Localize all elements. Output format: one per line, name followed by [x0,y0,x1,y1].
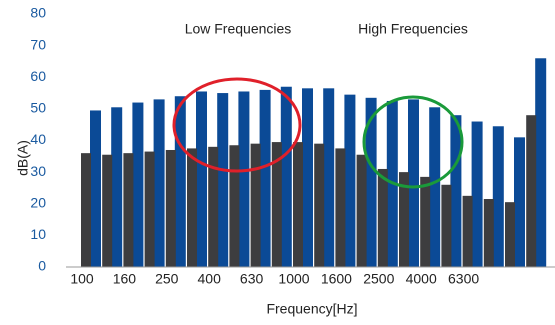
y-tick-label: 0 [38,258,46,274]
bar [492,126,504,267]
y-tick-label: 30 [30,163,46,179]
bar [399,172,409,267]
x-tick-label: 1600 [321,271,352,287]
y-tick-label: 10 [30,226,46,242]
y-tick-label: 50 [30,100,46,116]
bar [535,58,547,268]
bar [81,153,91,267]
bar [271,142,282,267]
highlight-high [362,95,464,189]
y-tick-label: 70 [30,36,46,52]
bar [250,143,261,267]
annotation-high: High Frequencies [358,21,468,37]
bar [441,184,452,267]
bar [153,99,165,267]
y-tick-label: 60 [30,68,46,84]
bar [356,154,367,267]
bar [514,137,525,267]
x-tick-label: 6300 [448,271,479,287]
bar [208,146,219,267]
annotation-low: Low Frequencies [185,21,292,37]
bar [323,88,335,267]
bar [165,149,176,267]
bar [420,176,431,267]
highlight-low [172,77,302,173]
bar [90,110,101,267]
x-tick-label: 4000 [406,271,437,287]
bar [196,91,207,267]
bar [408,99,419,267]
bar [217,93,229,267]
y-axis-label: dB(A) [15,140,31,176]
x-tick-label: 400 [198,271,222,287]
bar [471,121,483,268]
y-tick-label: 20 [30,194,46,210]
bar [377,168,388,267]
bar [102,154,113,267]
y-tick-label: 80 [30,5,46,21]
bar [450,115,462,267]
bar [111,107,123,267]
y-tick-label: 40 [30,131,46,147]
bar [302,88,313,267]
bar [526,115,537,267]
bar [132,102,144,267]
bar [462,195,473,267]
bar [238,91,250,267]
bar [123,153,134,267]
x-tick-label: 1000 [278,271,309,287]
bar [335,148,346,267]
bar [174,96,186,267]
bar [483,199,494,267]
bar [293,142,303,267]
bar [144,151,155,267]
bar [187,148,197,267]
bar [429,107,441,267]
x-tick-label: 160 [113,271,137,287]
bar [505,202,515,267]
x-tick-label: 2500 [363,271,394,287]
bar [344,94,356,267]
bar [314,143,325,267]
x-tick-label: 630 [240,271,264,287]
bar [280,86,292,267]
bar [229,145,240,267]
bar [259,89,271,268]
x-tick-label: 250 [155,271,179,287]
bar [365,97,377,268]
x-axis-label: Frequency[Hz] [266,301,357,317]
x-tick-label: 100 [70,271,94,287]
